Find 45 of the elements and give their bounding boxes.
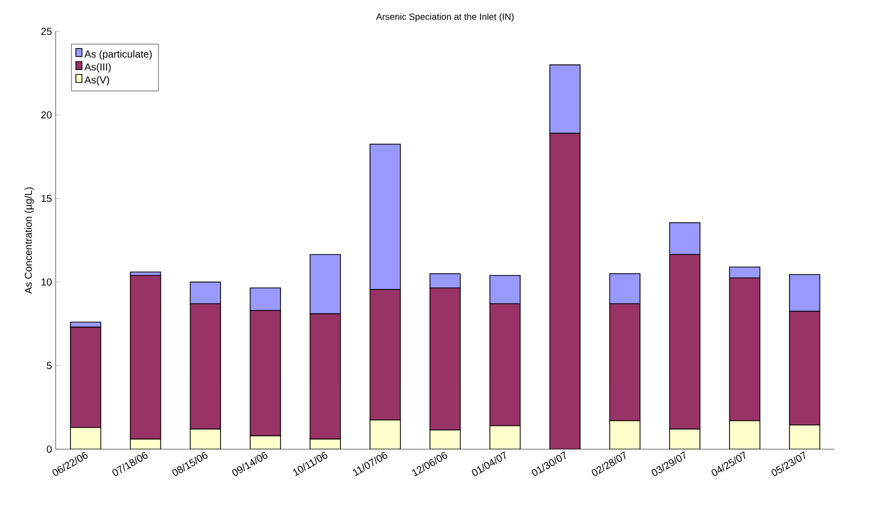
y-axis-title: As Concentration (µg/L) <box>24 187 34 294</box>
bar <box>370 144 401 290</box>
legend-label: As (particulate) <box>84 50 152 60</box>
bar <box>250 310 281 436</box>
bar <box>70 427 102 450</box>
bar <box>729 266 760 278</box>
legend-label: As(III) <box>84 63 111 73</box>
bar <box>250 436 281 450</box>
bar <box>729 420 760 450</box>
bar <box>669 254 700 430</box>
y-tick-label: 25 <box>41 28 52 35</box>
bar <box>729 278 760 422</box>
bar <box>190 282 222 304</box>
bar <box>250 288 281 311</box>
bar <box>190 303 222 430</box>
y-tick-label: 5 <box>46 362 52 370</box>
bar <box>430 273 461 288</box>
bar <box>669 428 700 450</box>
bar <box>669 222 700 255</box>
legend-label: As(V) <box>84 76 110 86</box>
bar <box>789 310 820 426</box>
bar <box>130 275 162 440</box>
bar <box>609 420 640 450</box>
bar <box>310 313 341 440</box>
bar <box>70 326 102 428</box>
bar <box>430 430 461 450</box>
bar <box>489 303 521 426</box>
chart-title: Arsenic Speciation at the Inlet (IN) <box>376 13 514 22</box>
y-tick-label: 10 <box>42 278 52 286</box>
bar <box>789 424 820 450</box>
bar <box>430 288 461 430</box>
bar <box>549 132 581 450</box>
bar <box>370 289 401 420</box>
bar <box>130 439 161 450</box>
bar <box>489 425 521 450</box>
y-tick-label: 20 <box>41 111 52 119</box>
y-tick-label: 0 <box>46 446 52 453</box>
bar <box>489 275 521 304</box>
bar <box>609 273 640 304</box>
y-tick-label: 15 <box>42 195 52 202</box>
bar <box>370 420 401 450</box>
bar <box>310 439 340 450</box>
bar <box>609 303 640 422</box>
bar <box>190 428 222 450</box>
bar <box>310 254 341 314</box>
